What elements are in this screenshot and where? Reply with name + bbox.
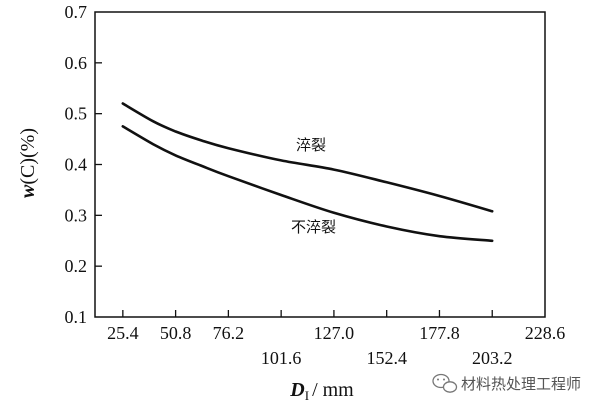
x-tick-label: 203.2 [472,348,513,368]
series-line-cracked [121,102,494,213]
y-axis-title-symbol: w [17,184,39,198]
y-axis-ticks: 0.1 0.2 0.3 0.4 0.5 0.6 0.7 [65,2,102,327]
x-axis-title-unit: / mm [312,379,354,401]
series-line-not-cracked [121,125,494,243]
y-tick-label: 0.1 [65,307,88,327]
y-axis-title: w(C)(%) [17,128,39,198]
watermark: 材料热处理工程师 [432,373,581,393]
watermark-text: 材料热处理工程师 [461,375,581,393]
y-axis-title-rest: (C)(%) [17,128,39,185]
series-label-cracked: 淬裂 [296,136,326,154]
wechat-icon [432,373,458,393]
x-tick-label: 50.8 [160,323,192,343]
x-tick-label: 101.6 [261,348,302,368]
y-tick-label: 0.6 [65,53,88,73]
y-tick-label: 0.5 [65,104,88,124]
x-axis-title-subscript: I [305,388,309,403]
x-axis-title: DI / mm [289,379,354,403]
x-tick-label: 25.4 [107,323,139,343]
x-axis-title-symbol: D [289,379,304,401]
x-axis-ticks: 25.4 50.8 76.2 127.0 177.8 228.6 101.6 152.4 203… [107,310,565,368]
series-layer [121,102,494,243]
svg-text:w(C)(%): w(C)(%) [17,128,39,198]
series-label-not-cracked: 不淬裂 [291,218,336,236]
y-tick-label: 0.4 [65,155,88,175]
y-tick-label: 0.3 [65,205,88,225]
x-tick-label: 76.2 [213,323,245,343]
x-tick-label: 228.6 [525,323,566,343]
plot-frame [94,11,546,318]
x-tick-label: 152.4 [366,348,407,368]
y-tick-label: 0.7 [65,2,88,22]
x-tick-label: 177.8 [419,323,460,343]
x-tick-label: 127.0 [314,323,355,343]
y-tick-label: 0.2 [65,256,88,276]
